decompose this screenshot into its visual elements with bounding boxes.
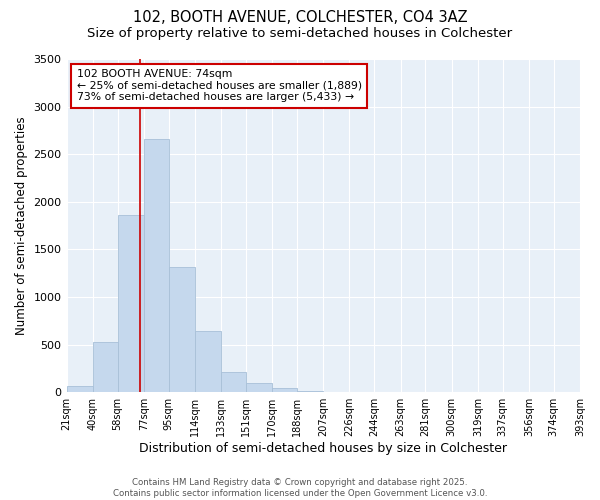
Bar — [221, 372, 246, 392]
Text: Contains HM Land Registry data © Crown copyright and database right 2025.
Contai: Contains HM Land Registry data © Crown c… — [113, 478, 487, 498]
Bar — [67, 386, 93, 392]
Bar — [169, 266, 195, 392]
Bar — [144, 139, 169, 392]
Bar — [272, 388, 297, 392]
Text: 102, BOOTH AVENUE, COLCHESTER, CO4 3AZ: 102, BOOTH AVENUE, COLCHESTER, CO4 3AZ — [133, 10, 467, 25]
Text: Size of property relative to semi-detached houses in Colchester: Size of property relative to semi-detach… — [88, 28, 512, 40]
Bar — [118, 215, 144, 392]
Bar — [297, 391, 323, 392]
Y-axis label: Number of semi-detached properties: Number of semi-detached properties — [15, 116, 28, 335]
Bar — [93, 342, 118, 392]
Text: 102 BOOTH AVENUE: 74sqm
← 25% of semi-detached houses are smaller (1,889)
73% of: 102 BOOTH AVENUE: 74sqm ← 25% of semi-de… — [77, 69, 362, 102]
Bar — [195, 332, 221, 392]
X-axis label: Distribution of semi-detached houses by size in Colchester: Distribution of semi-detached houses by … — [139, 442, 507, 455]
Bar — [246, 382, 272, 392]
